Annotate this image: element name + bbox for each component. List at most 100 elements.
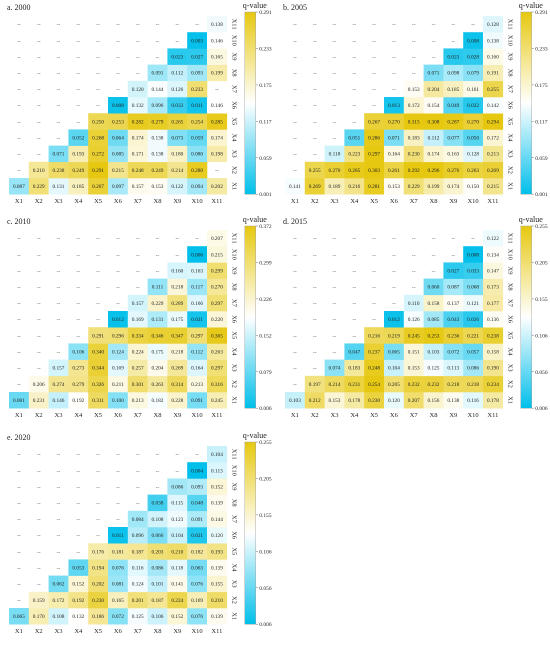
cell-value-label: 0.163 (191, 269, 203, 275)
missing-cell-label: -- (451, 236, 455, 242)
colorbar-tick-label: 0.006 (259, 622, 272, 628)
cell-value-label: 0.118 (329, 152, 341, 158)
x-tick-label: X2 (311, 412, 319, 419)
heatmap-cell (48, 178, 69, 195)
cell-value-label: 0.008 (467, 38, 479, 44)
heatmap-cell (384, 178, 405, 195)
cell-value-label: 0.033 (171, 103, 183, 109)
cell-value-label: 0.144 (152, 87, 164, 93)
cell-value-label: 0.193 (72, 152, 84, 158)
cell-value-label: 0.265 (171, 119, 183, 125)
missing-cell-label: -- (17, 582, 21, 588)
cell-value-label: 0.171 (132, 152, 144, 158)
missing-cell-label: -- (116, 517, 120, 523)
missing-cell-label: -- (156, 236, 160, 242)
cell-value-label: 0.086 (171, 485, 183, 491)
cell-value-label: 0.063 (191, 566, 203, 572)
heatmap-cell (48, 145, 69, 163)
heatmap-cell (207, 608, 228, 625)
heatmap-cell (207, 494, 228, 512)
heatmap-cell (147, 178, 168, 195)
heatmap-cell (167, 527, 188, 544)
heatmap-cell (207, 327, 228, 344)
cell-value-label: 0.021 (191, 317, 203, 323)
cell-value-label: 0.023 (171, 55, 183, 61)
y-tick-label: X8 (230, 69, 237, 77)
cell-value-label: 0.340 (92, 350, 104, 356)
missing-cell-label: -- (352, 317, 356, 323)
heatmap-cell (207, 97, 228, 114)
missing-cell-label: -- (57, 236, 61, 242)
cell-value-label: 0.120 (388, 398, 400, 404)
heatmap-cell (443, 262, 464, 279)
cell-value-label: 0.084 (132, 517, 144, 523)
missing-cell-label: -- (17, 350, 21, 356)
heatmap-cell (108, 129, 129, 146)
missing-cell-label: -- (136, 38, 140, 44)
missing-cell-label: -- (215, 87, 219, 93)
cell-value-label: 0.106 (152, 614, 164, 620)
heatmap-cell (443, 178, 464, 195)
missing-cell-label: -- (37, 285, 41, 291)
cell-value-label: 0.182 (152, 398, 164, 404)
missing-cell-label: -- (96, 236, 100, 242)
heatmap-cell (187, 478, 208, 495)
heatmap-cell (443, 375, 464, 393)
missing-cell-label: -- (136, 22, 140, 28)
cell-value-label: 0.153 (408, 366, 420, 372)
heatmap-cell (187, 392, 208, 409)
y-tick-label: X7 (230, 299, 237, 308)
cell-value-label: 0.049 (447, 103, 459, 109)
cell-value-label: 0.231 (348, 382, 360, 388)
cell-value-label: 0.218 (467, 382, 479, 388)
heatmap-cell (88, 559, 109, 576)
missing-cell-label: -- (96, 501, 100, 507)
missing-cell-label: -- (136, 269, 140, 275)
heatmap-cell (28, 161, 49, 179)
missing-cell-label: -- (57, 333, 61, 339)
missing-cell-label: -- (293, 252, 297, 258)
x-tick-label: X4 (74, 198, 83, 205)
heatmap-cell (108, 161, 129, 179)
cell-value-label: 0.218 (171, 285, 183, 291)
heatmap-cell (344, 375, 365, 393)
heatmap-cell (463, 392, 484, 409)
cell-value-label: 0.104 (171, 533, 183, 539)
cell-value-label: 0.213 (191, 382, 203, 388)
heatmap-cell (207, 48, 228, 65)
heatmap-cell (48, 575, 69, 593)
cell-value-label: 0.137 (447, 301, 459, 307)
cell-value-label: 0.038 (152, 501, 164, 507)
y-tick-label: X5 (230, 117, 237, 125)
cell-value-label: 0.138 (152, 152, 164, 158)
cell-value-label: 0.250 (92, 119, 104, 125)
cell-value-label: 0.297 (191, 333, 203, 339)
missing-cell-label: -- (313, 38, 317, 44)
cell-value-label: 0.279 (72, 382, 84, 388)
heatmap-cell (108, 113, 129, 130)
missing-cell-label: -- (76, 317, 80, 323)
missing-cell-label: -- (372, 55, 376, 61)
heatmap-cell (463, 294, 484, 312)
y-tick-label: X4 (230, 564, 237, 573)
x-tick-label: X11 (487, 412, 498, 419)
heatmap-cell (344, 161, 365, 179)
heatmap-cell (187, 246, 208, 263)
y-tick-label: X2 (506, 166, 513, 174)
heatmap-cell (483, 375, 504, 393)
cell-value-label: 0.073 (171, 136, 183, 142)
heatmap-cell (167, 608, 188, 625)
heatmap-cell (167, 311, 188, 328)
missing-cell-label: -- (116, 468, 120, 474)
heatmap-cell (167, 262, 188, 279)
heatmap-cell (384, 343, 405, 360)
heatmap-cell (443, 64, 464, 82)
cell-value-label: 0.177 (487, 301, 499, 307)
missing-cell-label: -- (57, 350, 61, 356)
y-tick-label: X10 (230, 465, 237, 476)
missing-cell-label: -- (293, 22, 297, 28)
cell-value-label: 0.153 (388, 184, 400, 190)
cell-value-label: 0.139 (211, 501, 223, 507)
heatmap-cell (187, 32, 208, 49)
x-tick-label: X6 (114, 628, 123, 635)
